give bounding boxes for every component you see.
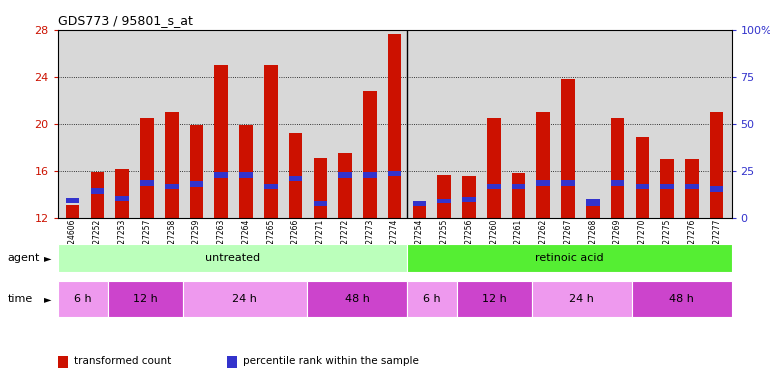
Text: ►: ► xyxy=(44,253,52,263)
Bar xyxy=(586,203,600,217)
Bar xyxy=(58,244,407,272)
Text: ►: ► xyxy=(44,294,52,304)
Bar xyxy=(710,112,724,218)
Bar xyxy=(108,281,182,317)
Bar xyxy=(685,159,698,218)
Text: 12 h: 12 h xyxy=(132,294,157,304)
Text: time: time xyxy=(8,294,33,304)
Bar xyxy=(91,172,104,217)
Bar xyxy=(264,184,278,189)
Bar xyxy=(511,184,525,189)
Text: 24 h: 24 h xyxy=(569,294,594,304)
Bar xyxy=(661,184,674,189)
Bar xyxy=(511,173,525,217)
Bar xyxy=(58,281,108,317)
Bar xyxy=(537,112,550,218)
Bar xyxy=(65,198,79,203)
Bar xyxy=(532,281,631,317)
Bar xyxy=(338,172,352,178)
Bar xyxy=(487,183,500,189)
Bar xyxy=(388,171,401,177)
Bar xyxy=(413,201,427,206)
Bar xyxy=(189,181,203,187)
Bar xyxy=(313,158,327,218)
Bar xyxy=(407,244,732,272)
Bar xyxy=(631,281,732,317)
Bar xyxy=(264,65,278,218)
Bar xyxy=(437,176,451,217)
Bar xyxy=(116,196,129,201)
Bar xyxy=(239,125,253,217)
Bar xyxy=(307,281,407,317)
Bar xyxy=(239,172,253,178)
Bar xyxy=(586,199,600,206)
Bar xyxy=(165,184,179,189)
Bar xyxy=(363,91,377,218)
Bar xyxy=(611,118,624,218)
Bar xyxy=(313,201,327,206)
Bar xyxy=(661,159,674,218)
Text: 12 h: 12 h xyxy=(482,294,507,304)
Text: retinoic acid: retinoic acid xyxy=(535,253,604,263)
Text: 6 h: 6 h xyxy=(74,294,92,304)
Text: untreated: untreated xyxy=(205,253,260,263)
Bar xyxy=(165,112,179,218)
Text: 24 h: 24 h xyxy=(233,294,257,304)
Bar xyxy=(710,186,724,192)
Text: transformed count: transformed count xyxy=(74,357,171,366)
Bar xyxy=(140,180,154,186)
Bar xyxy=(413,201,427,217)
Bar xyxy=(537,180,550,186)
Bar xyxy=(388,33,401,218)
Bar xyxy=(140,118,154,218)
Bar xyxy=(561,180,575,186)
Bar xyxy=(635,136,649,218)
Bar xyxy=(487,118,500,218)
Bar xyxy=(437,199,451,203)
Text: 48 h: 48 h xyxy=(669,294,694,304)
Bar xyxy=(462,177,476,218)
Bar xyxy=(635,184,649,189)
Bar xyxy=(462,197,476,202)
Bar xyxy=(65,205,79,218)
Bar xyxy=(611,180,624,186)
Bar xyxy=(214,172,228,178)
Bar xyxy=(91,188,104,194)
Text: GDS773 / 95801_s_at: GDS773 / 95801_s_at xyxy=(58,15,192,27)
Text: 6 h: 6 h xyxy=(424,294,441,304)
Bar xyxy=(182,281,307,317)
Bar xyxy=(407,281,457,317)
Text: 48 h: 48 h xyxy=(345,294,370,304)
Text: percentile rank within the sample: percentile rank within the sample xyxy=(243,357,419,366)
Bar xyxy=(561,79,575,218)
Bar xyxy=(685,184,698,189)
Bar xyxy=(189,125,203,217)
Bar xyxy=(289,133,303,218)
Bar xyxy=(214,65,228,218)
Text: agent: agent xyxy=(8,253,40,263)
Bar xyxy=(363,172,377,178)
Bar xyxy=(457,281,532,317)
Bar xyxy=(338,153,352,218)
Bar xyxy=(289,176,303,181)
Bar xyxy=(116,170,129,217)
